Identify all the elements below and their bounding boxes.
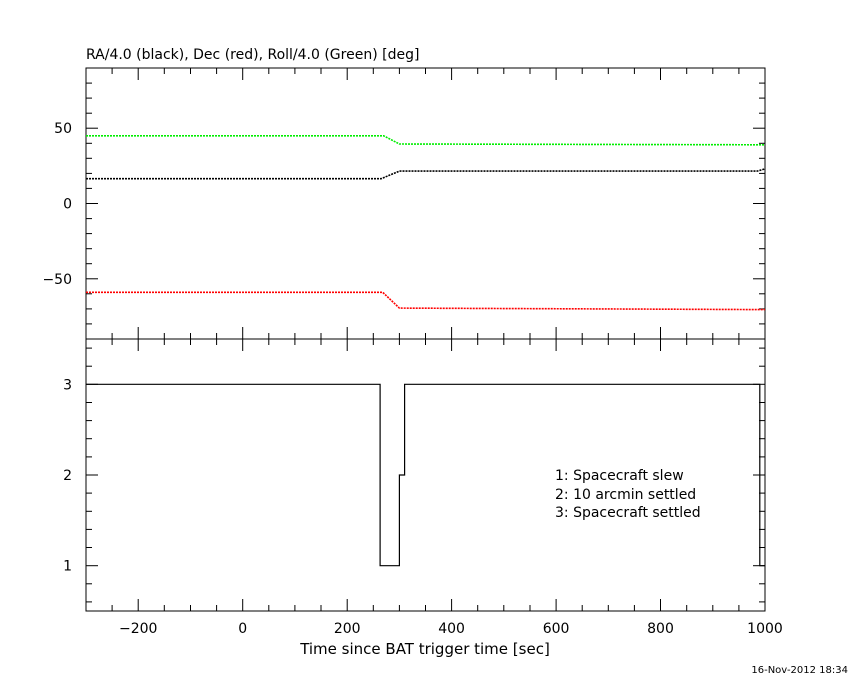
- x-tick-label: 200: [334, 621, 361, 637]
- bottom-y-tick-label: 1: [63, 559, 72, 575]
- x-tick-label: 1000: [747, 621, 783, 637]
- series-line-roll-4-0: [86, 135, 766, 146]
- bottom-panel: 3 2 1 −200 0 200 400 600 800 1000 1: Spacecraft …: [63, 338, 783, 658]
- series-line-status: [86, 383, 765, 567]
- legend-entry-3: 3: Spacecraft settled: [555, 505, 701, 521]
- top-y-tick-labels: 50 0 −50: [42, 121, 72, 288]
- bottom-y-tick-label: 3: [63, 377, 72, 393]
- x-tick-label: −200: [119, 621, 157, 637]
- x-tick-labels: −200 0 200 400 600 800 1000: [119, 621, 783, 637]
- series-line-dec: [86, 291, 766, 311]
- x-tick-label: 400: [438, 621, 465, 637]
- top-plot-frame: [85, 67, 766, 340]
- chart-title: RA/4.0 (black), Dec (red), Roll/4.0 (Gre…: [86, 47, 419, 63]
- bottom-series: [86, 383, 765, 567]
- top-y-tick-label: 0: [63, 197, 72, 213]
- bottom-y-tick-labels: 3 2 1: [63, 377, 72, 574]
- x-axis-label: Time since BAT trigger time [sec]: [299, 640, 550, 658]
- bottom-y-tick-label: 2: [63, 468, 72, 484]
- timestamp: 16-Nov-2012 18:34: [751, 665, 848, 676]
- top-series: [86, 135, 766, 311]
- top-y-tick-label: −50: [42, 272, 72, 288]
- series-line-ra-4-0: [86, 168, 766, 180]
- top-y-tick-label: 50: [54, 121, 72, 137]
- legend-entry-2: 2: 10 arcmin settled: [555, 487, 696, 503]
- x-tick-label: 600: [543, 621, 570, 637]
- top-panel: RA/4.0 (black), Dec (red), Roll/4.0 (Gre…: [42, 47, 766, 340]
- x-tick-label: 0: [238, 621, 247, 637]
- x-tick-label: 800: [647, 621, 674, 637]
- bottom-ticks: [85, 339, 766, 611]
- legend-entry-1: 1: Spacecraft slew: [555, 468, 684, 484]
- top-ticks: [85, 67, 766, 340]
